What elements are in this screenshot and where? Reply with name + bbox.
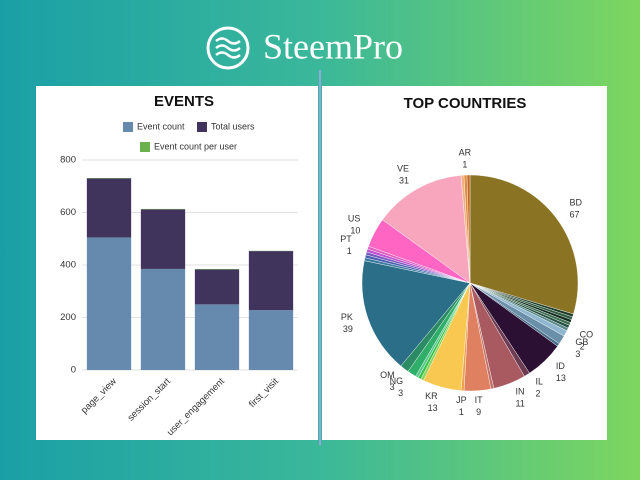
slice-label: PK	[341, 312, 353, 322]
y-tick-label: 400	[60, 260, 76, 271]
slice-label: US	[348, 213, 361, 223]
pie-slice	[361, 260, 471, 367]
slice-label: PT	[340, 234, 352, 244]
bar-segment	[86, 237, 132, 370]
slice-label: GB	[575, 337, 588, 347]
y-tick-label: 800	[60, 155, 76, 166]
legend-swatch	[197, 122, 207, 132]
slice-value: 13	[428, 403, 438, 413]
pie-slice	[382, 175, 471, 284]
slice-label: IN	[515, 387, 524, 397]
slice-label: NG	[390, 376, 404, 386]
slice-value: 3	[398, 388, 403, 398]
legend-swatch	[123, 122, 133, 132]
y-tick-label: 600	[60, 207, 76, 218]
slice-label: IL	[535, 377, 543, 387]
slice-value: 1	[462, 159, 467, 169]
chart-title: EVENTS	[154, 93, 214, 110]
bar-segment	[140, 268, 186, 370]
slice-value: 11	[515, 399, 524, 409]
slice-value: 2	[580, 341, 585, 351]
chart-title: TOP COUNTRIES	[404, 95, 527, 112]
legend-label: Event count	[137, 121, 185, 131]
slice-value: 3	[575, 349, 580, 359]
bar-segment	[86, 178, 132, 238]
slice-value: 2	[535, 389, 540, 399]
legend-swatch	[140, 142, 150, 152]
bar-segment	[194, 304, 240, 370]
slice-value: 31	[399, 175, 409, 185]
y-tick-label: 0	[71, 365, 76, 376]
bar-segment	[140, 209, 186, 269]
slice-label: VE	[397, 163, 409, 173]
slice-label: OM	[380, 370, 395, 380]
y-tick-label: 200	[60, 312, 76, 323]
slice-value: 1	[347, 246, 352, 256]
bar-segment	[194, 269, 240, 305]
slice-value: 9	[476, 407, 481, 417]
legend-label: Event count per user	[154, 141, 237, 151]
brand: SteemPro	[263, 26, 403, 66]
bar-segment	[248, 310, 294, 370]
slice-value: 3	[390, 382, 395, 392]
slice-label: KR	[425, 391, 438, 401]
slice-label: BD	[570, 197, 583, 207]
legend-label: Total users	[211, 121, 255, 131]
pie-slice	[469, 174, 579, 315]
slice-label: ID	[556, 361, 566, 371]
slice-label: IT	[475, 395, 484, 405]
slice-value: 1	[459, 407, 464, 417]
slice-value: 10	[350, 225, 360, 235]
bar-segment	[248, 251, 294, 311]
pie-slice	[466, 174, 471, 284]
slice-label: AR	[459, 147, 472, 157]
slice-value: 13	[556, 373, 566, 383]
logo	[206, 26, 250, 70]
slice-value: 39	[343, 324, 353, 334]
slice-label: CO	[580, 329, 594, 339]
slice-label: JP	[456, 395, 467, 405]
slice-value: 67	[570, 209, 580, 219]
